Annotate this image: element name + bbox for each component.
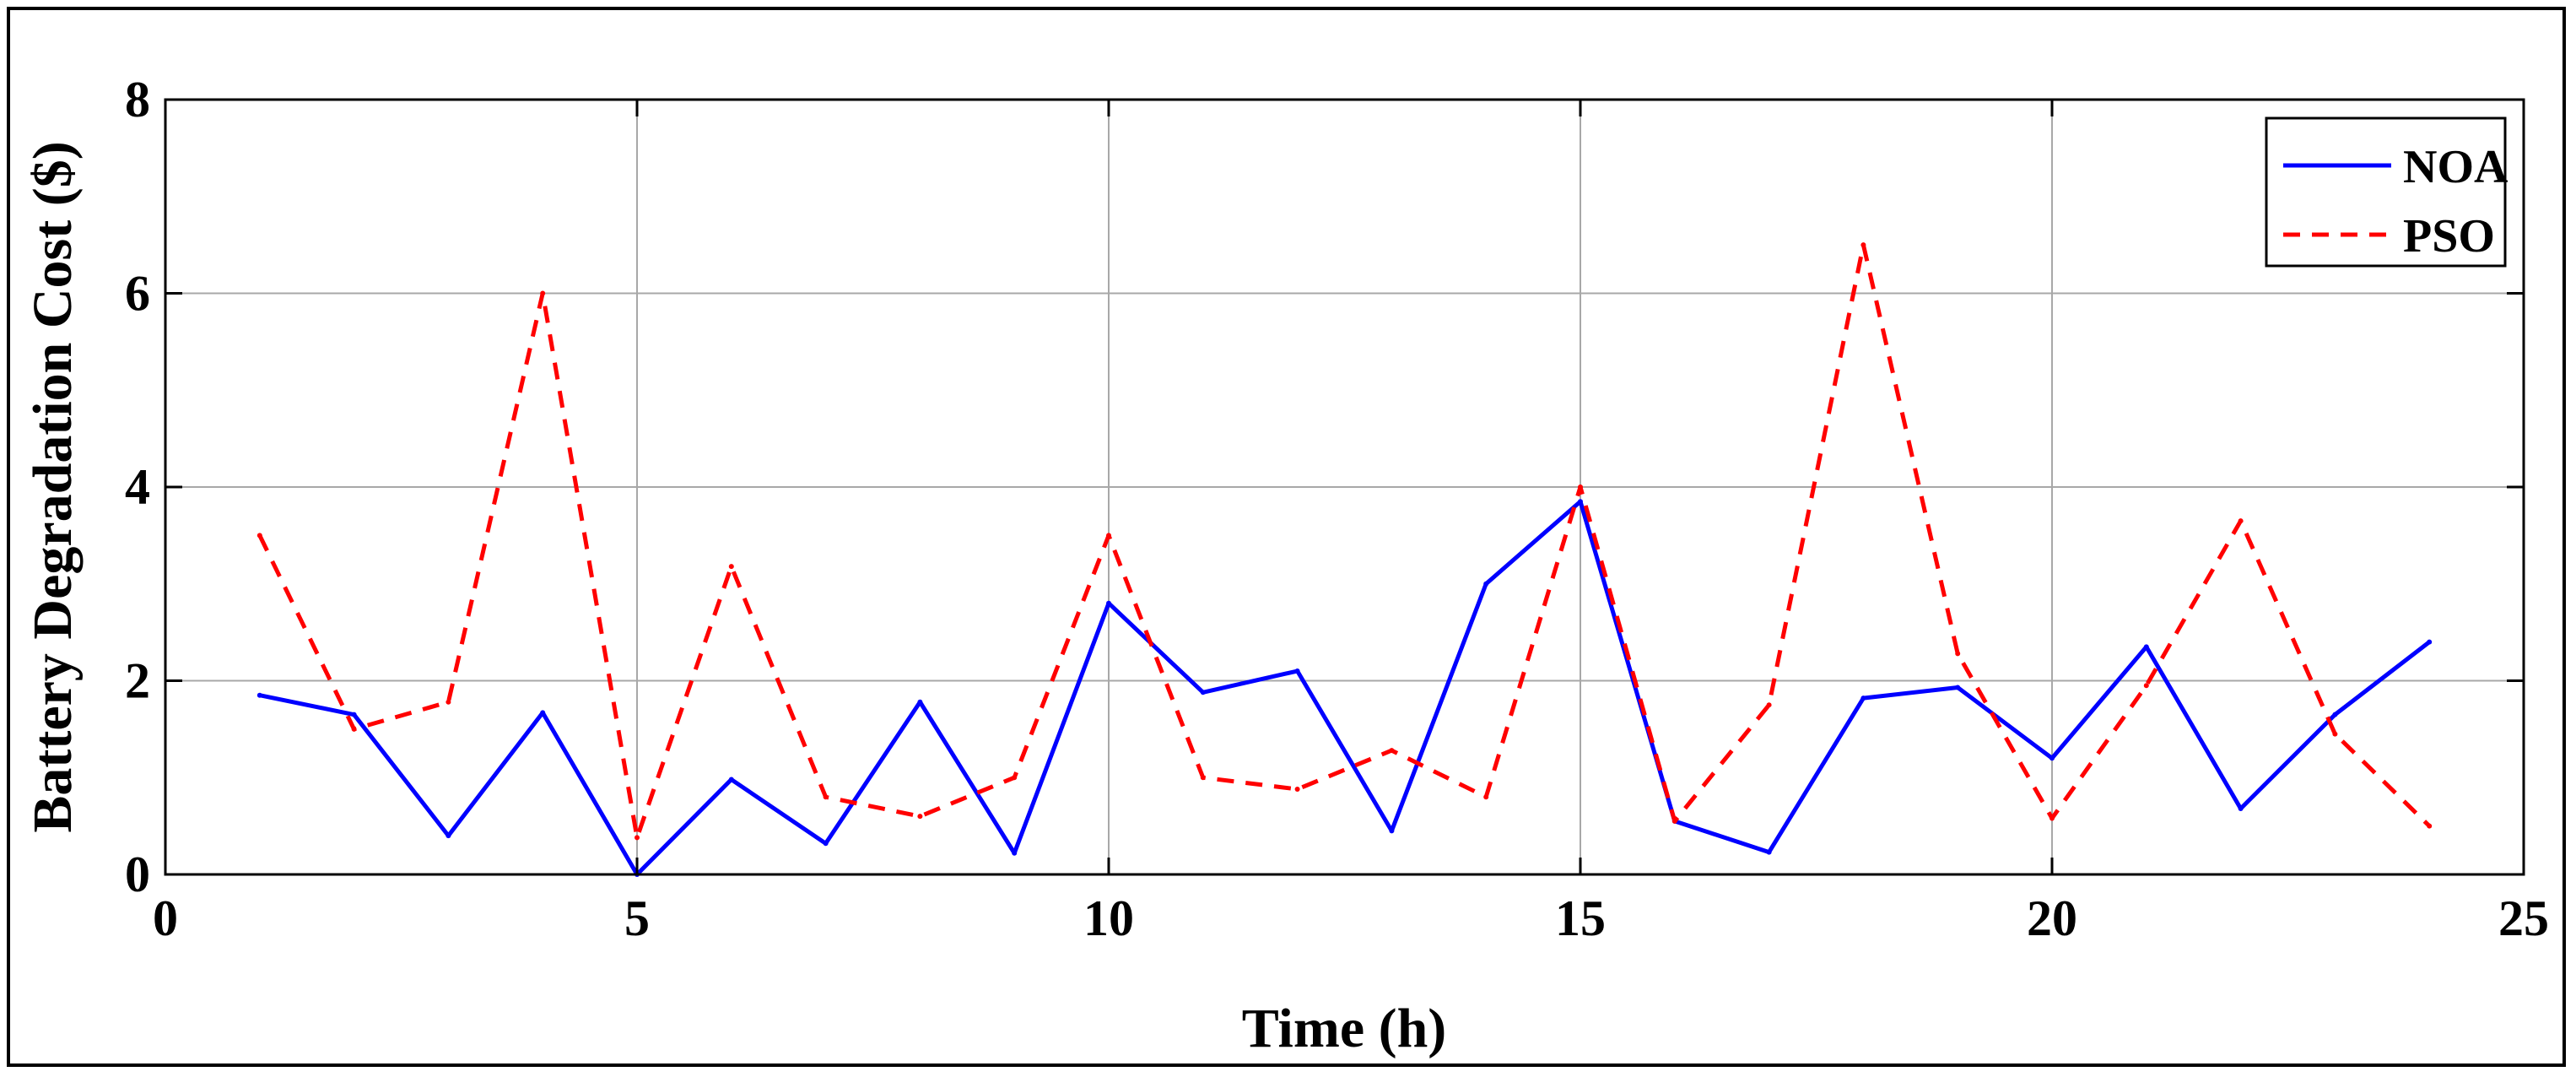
- data-point-pso: [1578, 484, 1583, 490]
- data-point-pso: [2238, 518, 2244, 524]
- y-tick-label: 6: [125, 266, 150, 322]
- data-point-noa: [540, 710, 546, 716]
- legend-label-pso: PSO: [2403, 210, 2495, 262]
- series-line-pso: [257, 242, 2431, 840]
- x-tick-labels: 0 5 10 15 20 25: [153, 890, 2549, 946]
- data-point-pso: [540, 290, 546, 296]
- data-point-pso: [917, 814, 923, 820]
- y-tick-label: 8: [125, 72, 150, 127]
- data-point-noa: [2049, 755, 2055, 761]
- data-point-noa: [1200, 690, 1206, 695]
- data-point-pso: [1200, 775, 1206, 781]
- data-point-pso: [2427, 823, 2433, 829]
- data-point-noa: [2238, 805, 2244, 811]
- data-point-noa: [1012, 850, 1018, 856]
- data-point-pso: [823, 794, 829, 800]
- y-tick-label: 0: [125, 847, 150, 902]
- data-point-noa: [917, 699, 923, 705]
- data-point-pso: [351, 726, 357, 732]
- data-point-noa: [1483, 581, 1489, 587]
- x-tick-label: 5: [624, 890, 650, 946]
- data-point-pso: [1483, 794, 1489, 800]
- data-point-pso: [1766, 702, 1772, 708]
- y-tick-label: 4: [125, 459, 150, 515]
- data-point-pso: [1860, 242, 1866, 248]
- data-point-pso: [1955, 651, 1961, 657]
- data-point-noa: [2427, 639, 2433, 645]
- data-point-pso: [2143, 683, 2149, 689]
- data-point-pso: [1106, 533, 1111, 538]
- data-point-pso: [257, 533, 262, 538]
- data-point-noa: [257, 692, 262, 698]
- data-point-pso: [1389, 748, 1395, 754]
- data-point-pso: [2332, 731, 2338, 737]
- series-lines: [257, 242, 2433, 877]
- data-point-noa: [1578, 499, 1583, 505]
- y-tick-label: 2: [125, 653, 150, 709]
- data-point-pso: [1671, 818, 1677, 824]
- data-point-noa: [1294, 668, 1300, 674]
- figure-border: [7, 7, 2566, 1067]
- x-tick-label: 15: [1555, 890, 1606, 946]
- x-tick-label: 0: [153, 890, 178, 946]
- x-tick-label: 10: [1083, 890, 1134, 946]
- x-axis-title: Time (h): [1242, 998, 1447, 1059]
- tick-marks: [164, 98, 2525, 876]
- data-point-pso: [1294, 787, 1300, 793]
- data-point-pso: [2049, 815, 2055, 821]
- data-point-noa: [728, 777, 734, 782]
- data-point-noa: [446, 833, 451, 839]
- legend: NOA PSO: [2265, 116, 2508, 268]
- data-point-pso: [1012, 775, 1018, 781]
- series-line-noa: [259, 499, 2431, 877]
- data-point-noa: [2143, 644, 2149, 650]
- data-point-noa: [1106, 600, 1111, 606]
- data-point-noa: [1766, 849, 1772, 855]
- data-point-noa: [1860, 695, 1866, 701]
- data-point-pso: [446, 699, 451, 705]
- legend-box: [2265, 116, 2507, 268]
- data-point-noa: [1389, 828, 1395, 834]
- x-tick-label: 20: [2027, 890, 2077, 946]
- y-tick-labels: 0 2 4 6 8: [125, 72, 150, 902]
- x-tick-label: 25: [2498, 890, 2549, 946]
- data-point-pso: [728, 564, 734, 570]
- data-point-noa: [351, 712, 357, 717]
- data-point-pso: [635, 835, 640, 841]
- data-point-noa: [2332, 712, 2338, 717]
- legend-label-noa: NOA: [2403, 141, 2508, 193]
- y-axis-title: Battery Degradation Cost ($): [22, 141, 84, 832]
- data-point-noa: [1955, 685, 1961, 690]
- data-point-noa: [823, 841, 829, 847]
